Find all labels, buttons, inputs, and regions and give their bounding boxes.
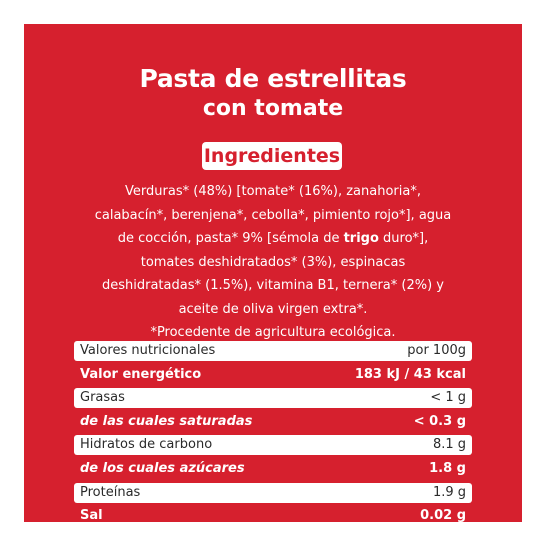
ingredients-line-text: de cocción, pasta* 9% [sémola de — [117, 231, 344, 246]
nutrition-value: 1.9 g — [432, 484, 466, 500]
ingredients-line-text: *Procedente de agricultura ecológica. — [150, 325, 396, 340]
nutrition-row-sugars: de los cuales azúcares 1.8 g — [74, 459, 472, 479]
ingredients-line: de cocción, pasta* 9% [sémola de trigo d… — [24, 227, 522, 251]
nutrition-value: 0.02 g — [420, 508, 466, 524]
nutrition-label: de las cuales saturadas — [80, 413, 253, 429]
nutrition-header-row: Valores nutricionales por 100g — [74, 341, 472, 361]
ingredients-text: Verduras* (48%) [tomate* (16%), zanahori… — [24, 180, 522, 345]
product-title: Pasta de estrellitas — [139, 64, 407, 93]
ingredients-line-text: calabacín*, berenjena*, cebolla*, pimien… — [94, 207, 452, 223]
ingredients-line-text: tomates deshidratados* (3%), espinacas — [140, 254, 406, 270]
nutrition-value: < 0.3 g — [413, 413, 466, 429]
product-subtitle: con tomate — [202, 96, 344, 121]
nutrition-row-fat: Grasas < 1 g — [74, 388, 472, 409]
nutrition-label: Proteínas — [80, 484, 141, 500]
nutrition-value: por 100g — [407, 343, 466, 358]
nutrition-value: 183 kJ / 43 kcal — [354, 366, 466, 382]
ingredients-heading: Ingredientes — [202, 142, 342, 170]
nutrition-label: Grasas — [80, 390, 125, 406]
nutrition-value: < 1 g — [430, 390, 466, 406]
nutrition-row-carbs: Hidratos de carbono 8.1 g — [74, 435, 472, 456]
nutrition-label-panel: Pasta de estrellitas con tomate Ingredie… — [24, 24, 522, 523]
ingredients-line-text: duro*], — [378, 231, 429, 246]
nutrition-label: Valores nutricionales — [80, 343, 216, 358]
nutrition-label: Valor energético — [80, 366, 202, 382]
ingredients-line: aceite de oliva virgen extra*. — [24, 298, 522, 322]
ingredients-line-text: aceite de oliva virgen extra*. — [178, 301, 368, 317]
organic-footnote: *Procedente de agricultura ecológica. — [24, 321, 522, 345]
allergen-highlight: trigo — [343, 231, 379, 246]
ingredients-line: Verduras* (48%) [tomate* (16%), zanahori… — [24, 180, 522, 204]
nutrition-row-protein: Proteínas 1.9 g — [74, 482, 472, 503]
nutrition-row-salt: Sal 0.02 g — [74, 506, 472, 526]
ingredients-line-text: Verduras* (48%) [tomate* (16%), zanahori… — [125, 184, 421, 199]
nutrition-row-energy: Valor energético 183 kJ / 43 kcal — [74, 365, 472, 385]
ingredients-line: calabacín*, berenjena*, cebolla*, pimien… — [24, 204, 522, 228]
nutrition-label: Sal — [80, 508, 103, 524]
nutrition-value: 8.1 g — [432, 437, 466, 453]
nutrition-label: Hidratos de carbono — [80, 437, 213, 453]
nutrition-row-saturated: de las cuales saturadas < 0.3 g — [74, 412, 472, 432]
nutrition-table: Valores nutricionales por 100g Valor ene… — [74, 341, 472, 530]
ingredients-line: tomates deshidratados* (3%), espinacas — [24, 251, 522, 275]
nutrition-label: de los cuales azúcares — [80, 460, 245, 476]
ingredients-line-text: deshidratadas* (1.5%), vitamina B1, tern… — [102, 278, 444, 293]
ingredients-line: deshidratadas* (1.5%), vitamina B1, tern… — [24, 274, 522, 298]
nutrition-value: 1.8 g — [429, 460, 466, 476]
